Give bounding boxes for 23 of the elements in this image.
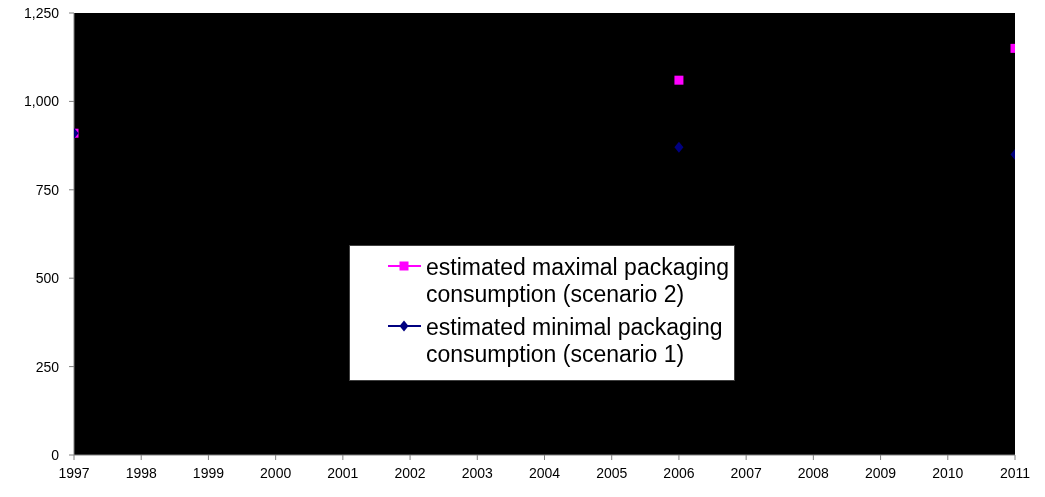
y-tick-label: 250: [35, 358, 60, 375]
x-tick-label: 2006: [663, 464, 695, 481]
x-tick-label: 2001: [327, 464, 359, 481]
y-tick-label: 750: [35, 181, 60, 198]
y-tick-label: 1,000: [23, 93, 60, 110]
x-tick-label: 1998: [125, 464, 157, 481]
x-tick-label: 2011: [999, 464, 1031, 481]
x-tick-label: 2008: [797, 464, 830, 481]
x-tick-label: 1997: [58, 464, 90, 481]
x-tick-label: 2009: [864, 464, 897, 481]
x-tick-label: 1999: [192, 464, 225, 481]
legend-label: estimated minimal packaging consumption (scenario 1): [426, 314, 724, 368]
y-tick-label: 1,250: [23, 4, 60, 21]
x-tick-label: 2005: [596, 464, 628, 481]
x-tick-label: 2000: [260, 464, 292, 481]
x-tick-label: 2002: [394, 464, 426, 481]
x-tick-label: 2003: [461, 464, 494, 481]
legend-label: estimated maximal packaging consumption (scenario 2): [426, 254, 730, 308]
x-tick-label: 2007: [730, 464, 762, 481]
y-tick-label: 0: [51, 446, 60, 463]
y-tick-label: 500: [35, 270, 60, 287]
x-tick-label: 2010: [932, 464, 964, 481]
x-tick-label: 2004: [528, 464, 561, 481]
